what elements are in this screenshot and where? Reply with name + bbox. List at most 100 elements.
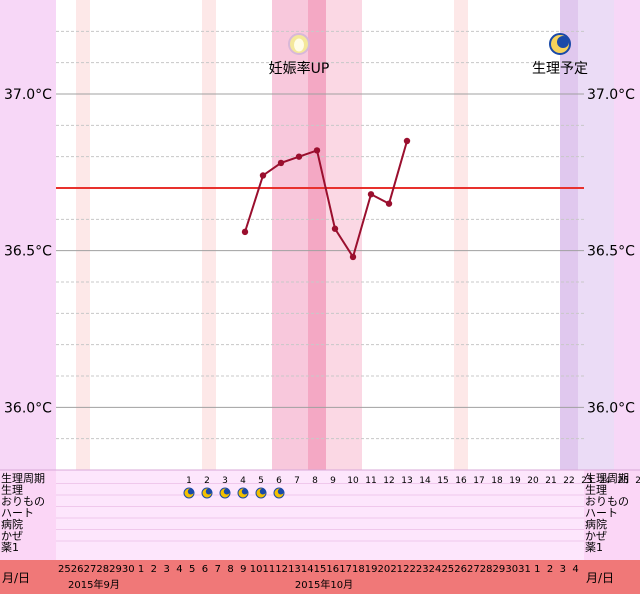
cycle-day-label-18: 19 [509, 476, 521, 486]
cycle-day-label-4: 5 [258, 476, 264, 486]
cycle-day-label-8: 9 [330, 476, 336, 486]
period-dot-shade-1 [205, 488, 212, 495]
footer-label-left: 月/日 [2, 571, 30, 585]
date-label-21: 16 [326, 564, 339, 575]
weekly-band-3 [454, 0, 468, 470]
cycle-day-label-23: 24 [599, 476, 611, 486]
cycle-day-label-6: 7 [294, 476, 300, 486]
cycle-day-label-2: 3 [222, 476, 228, 486]
annotation-label-0: 妊娠率UP [269, 60, 330, 77]
date-label-37: 1 [534, 564, 540, 575]
data-point-0-4 [313, 147, 321, 154]
rows-label-panel-left [0, 470, 56, 560]
date-label-18: 13 [288, 564, 301, 575]
date-label-33: 28 [480, 564, 493, 575]
date-label-20: 15 [314, 564, 327, 575]
footer-label-right: 月/日 [586, 571, 614, 585]
data-point-0-3 [295, 153, 303, 160]
y-tick-label-left-1: 36.5°C [4, 244, 52, 260]
date-label-23: 18 [352, 564, 365, 575]
date-label-14: 9 [240, 564, 246, 575]
date-label-1: 26 [71, 564, 84, 575]
cycle-day-label-17: 18 [491, 476, 503, 486]
date-label-11: 6 [202, 564, 208, 575]
date-label-5: 30 [122, 564, 135, 575]
date-label-39: 3 [560, 564, 566, 575]
date-footer [0, 560, 640, 594]
annotation-label-1: 生理予定 [532, 61, 588, 77]
period-dot-shade-5 [277, 488, 284, 495]
date-label-25: 20 [378, 564, 391, 575]
date-label-13: 8 [227, 564, 233, 575]
row-label-left-4: 病院 [1, 517, 23, 531]
cycle-day-label-14: 15 [437, 476, 448, 486]
cycle-day-label-12: 13 [401, 476, 412, 486]
y-tick-label-right-1: 36.5°C [587, 244, 635, 260]
cycle-day-label-16: 17 [473, 476, 484, 486]
date-label-12: 7 [215, 564, 221, 575]
date-label-28: 23 [416, 564, 429, 575]
rows-label-panel-right [584, 470, 640, 560]
weekly-band-0 [76, 0, 90, 470]
date-label-40: 4 [572, 564, 578, 575]
highlight-band-0 [272, 0, 308, 470]
row-label-left-2: おりもの [1, 495, 45, 508]
date-label-32: 27 [467, 564, 480, 575]
cycle-day-label-24: 25 [617, 476, 628, 486]
data-point-0-2 [277, 159, 285, 167]
date-label-24: 19 [365, 564, 378, 575]
date-label-6: 1 [138, 564, 144, 575]
cycle-day-label-25: 26 [635, 476, 640, 486]
cycle-day-label-15: 16 [455, 476, 467, 486]
weekly-band-1 [202, 0, 216, 470]
date-label-10: 5 [189, 564, 195, 575]
cycle-day-label-11: 12 [383, 476, 394, 486]
row-label-right-2: おりもの [585, 495, 629, 508]
cycle-day-label-10: 11 [365, 476, 376, 486]
cycle-day-label-19: 20 [527, 476, 539, 486]
row-label-left-1: 生理 [1, 483, 23, 497]
highlight-band-3 [560, 0, 578, 470]
row-label-right-4: 病院 [585, 517, 607, 531]
date-label-9: 4 [176, 564, 182, 575]
data-point-0-6 [349, 253, 357, 261]
highlight-band-2 [326, 0, 362, 470]
cycle-day-label-13: 14 [419, 476, 431, 486]
cycle-day-label-3: 4 [240, 476, 246, 486]
left-axis-panel [0, 0, 56, 470]
date-label-27: 22 [403, 564, 416, 575]
period-dot-shade-0 [187, 488, 194, 495]
y-tick-label-right-0: 37.0°C [587, 87, 635, 103]
date-label-26: 21 [390, 564, 403, 575]
y-tick-label-right-2: 36.0°C [587, 400, 635, 416]
row-label-right-1: 生理 [585, 483, 607, 497]
cycle-day-label-1: 2 [204, 476, 210, 486]
cycle-day-label-20: 21 [545, 476, 556, 486]
cycle-day-label-0: 1 [186, 476, 192, 486]
row-label-right-0: 生理周期 [585, 471, 629, 485]
cycle-day-label-5: 6 [276, 476, 282, 486]
data-point-0-0 [241, 228, 249, 236]
date-label-3: 28 [96, 564, 109, 575]
date-label-35: 30 [505, 564, 518, 575]
row-label-right-3: ハート [585, 507, 618, 520]
date-label-16: 11 [263, 564, 276, 575]
month-label-0: 2015年9月 [68, 578, 120, 591]
highlight-band-1 [308, 0, 326, 470]
date-label-15: 10 [250, 564, 263, 575]
y-tick-label-left-0: 37.0°C [4, 87, 52, 103]
row-label-left-6: 薬1 [1, 541, 19, 554]
date-label-36: 31 [518, 564, 531, 575]
data-point-0-5 [331, 225, 339, 232]
rows-panel [0, 470, 640, 560]
cycle-day-label-9: 10 [347, 476, 359, 486]
row-label-left-5: かぜ [1, 530, 23, 543]
date-label-29: 24 [429, 564, 442, 575]
row-label-left-3: ハート [1, 507, 34, 520]
cycle-day-label-21: 22 [563, 476, 574, 486]
period-dot-shade-4 [259, 488, 266, 495]
series-connector [388, 140, 408, 204]
date-label-17: 12 [275, 564, 288, 575]
date-label-7: 2 [151, 564, 157, 575]
